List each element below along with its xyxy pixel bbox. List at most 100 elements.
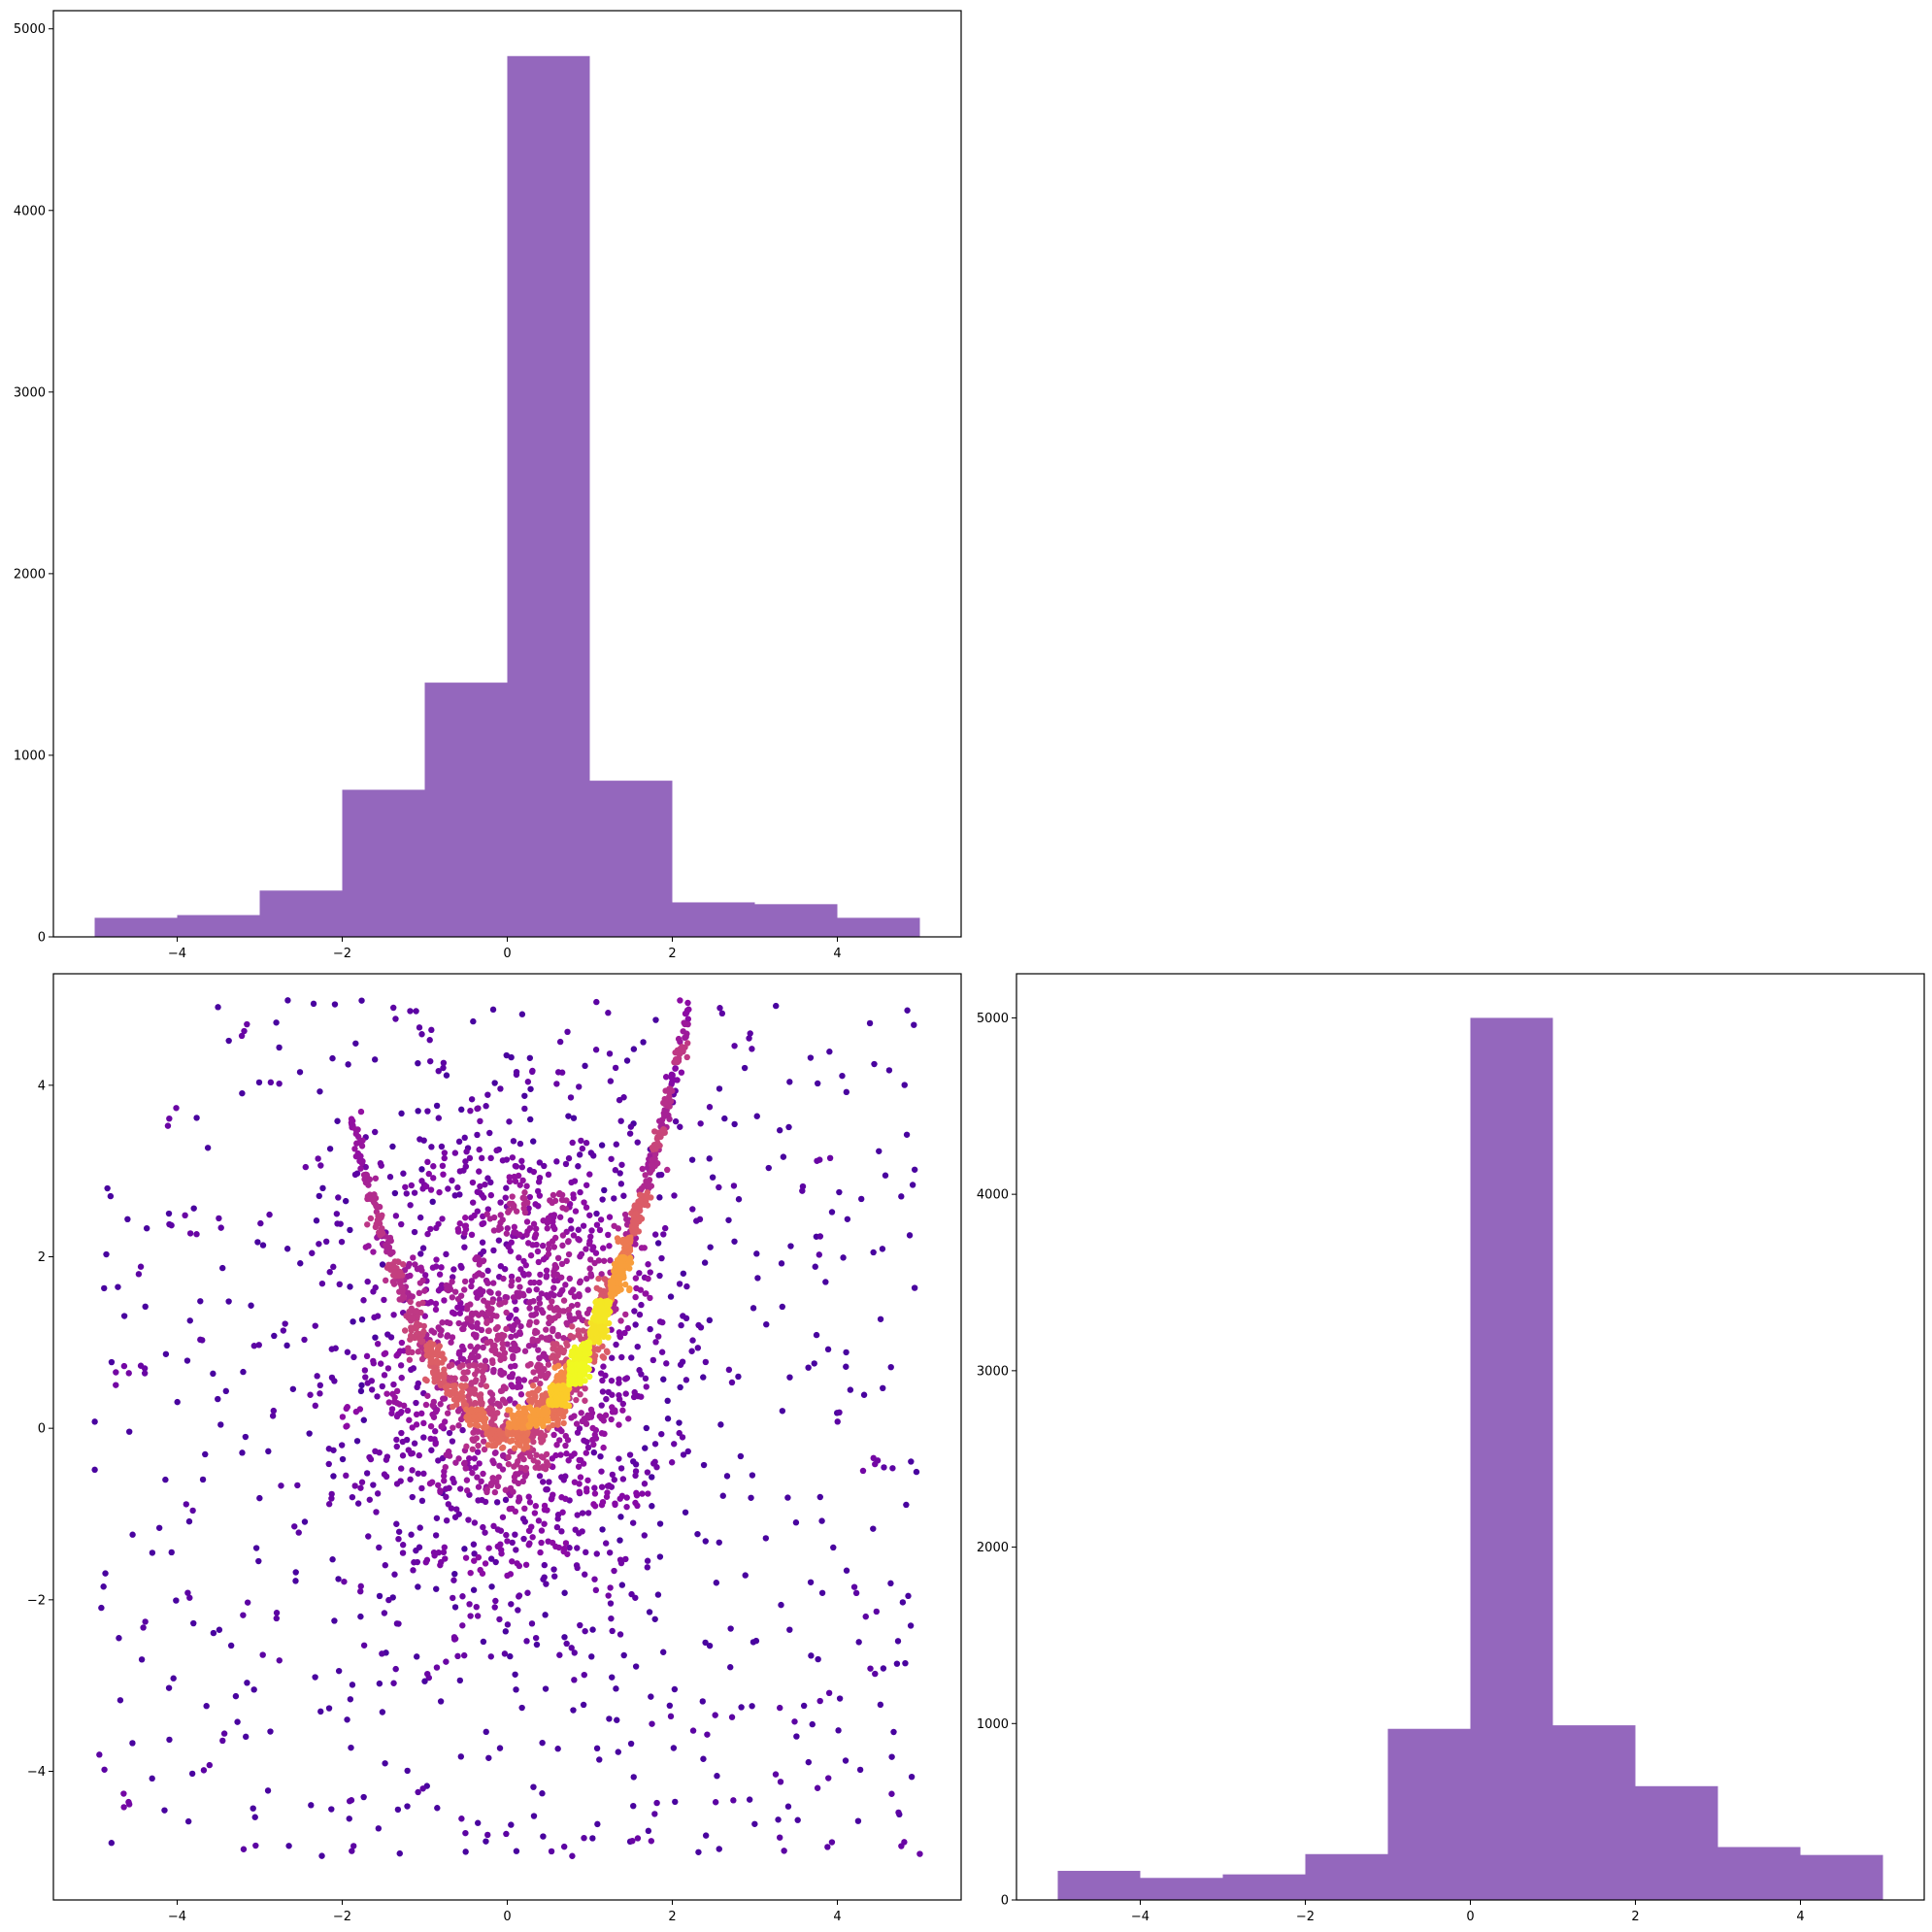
scatter-point (506, 1421, 513, 1428)
scatter-point (525, 1493, 532, 1500)
scatter-point (908, 1458, 915, 1465)
scatter-point (560, 1394, 567, 1402)
scatter-point (850, 1583, 858, 1590)
scatter-point (415, 1788, 421, 1796)
scatter-point (534, 1459, 542, 1466)
scatter-point (574, 1429, 582, 1436)
scatter-point (876, 1148, 883, 1154)
scatter-point (583, 1204, 590, 1211)
scatter-point (872, 1460, 879, 1468)
scatter-point (527, 1116, 534, 1123)
scatter-point (484, 1280, 491, 1286)
scatter-point (583, 1246, 589, 1252)
scatter-point (549, 1354, 555, 1361)
scatter-point (619, 1407, 626, 1414)
scatter-point (129, 1740, 136, 1747)
scatter-point (555, 1312, 562, 1319)
scatter-point (416, 1289, 423, 1297)
scatter-point (427, 1422, 435, 1430)
scatter-point (454, 1652, 461, 1660)
scatter-point (633, 1489, 640, 1497)
scatter-point (257, 1219, 264, 1227)
scatter-point (348, 1744, 354, 1751)
scatter-point (780, 1153, 787, 1160)
scatter-point (533, 1451, 540, 1458)
scatter-point (376, 1544, 383, 1551)
scatter-point (422, 1558, 429, 1566)
scatter-point (517, 1391, 525, 1398)
scatter-point (462, 1215, 469, 1221)
scatter-point (358, 997, 365, 1004)
scatter-point (420, 1470, 427, 1478)
scatter-point (584, 1444, 592, 1451)
scatter-point (411, 1189, 418, 1196)
scatter-point (784, 1803, 792, 1810)
scatter-point (477, 1394, 483, 1401)
scatter-point (591, 1503, 599, 1510)
scatter-point (599, 1196, 606, 1203)
scatter-point (667, 1293, 675, 1300)
scatter-point (496, 1462, 503, 1470)
scatter-point (547, 1197, 553, 1204)
scatter-point (190, 1205, 197, 1212)
scatter-point (463, 1443, 470, 1450)
scatter-point (639, 1165, 646, 1173)
scatter-point (532, 1376, 540, 1382)
scatter-point (385, 1237, 393, 1245)
scatter-point (486, 1129, 493, 1137)
scatter-point (649, 1720, 655, 1727)
scatter-point (458, 1388, 466, 1396)
scatter-point (541, 1561, 549, 1569)
scatter-point (603, 1493, 611, 1500)
scatter-point (916, 1850, 923, 1857)
scatter-point (491, 1604, 498, 1611)
scatter-point (503, 1184, 510, 1191)
scatter-point (390, 1004, 397, 1012)
scatter-point (328, 1495, 335, 1502)
scatter-point (467, 1301, 474, 1308)
scatter-point (352, 1040, 359, 1047)
scatter-point (613, 1341, 619, 1349)
scatter-point (660, 1376, 667, 1382)
scatter-point (480, 1410, 486, 1417)
scatter-point (479, 1399, 485, 1407)
scatter-point (659, 1318, 666, 1326)
scatter-point (415, 1059, 421, 1067)
histogram-x-ytick-label: 0 (38, 931, 46, 946)
scatter-point (498, 1387, 506, 1394)
scatter-point (558, 1069, 566, 1076)
scatter-point (504, 1621, 512, 1628)
scatter-point (270, 1407, 278, 1415)
scatter-point (478, 1478, 484, 1485)
scatter-point (589, 1424, 596, 1432)
scatter-point (611, 1567, 617, 1575)
scatter-point (583, 1275, 590, 1282)
scatter-point (495, 1226, 502, 1233)
scatter-point (623, 1243, 630, 1250)
scatter-point (816, 1251, 823, 1258)
histogram-y-frame (1016, 973, 1925, 1901)
scatter-point (126, 1428, 133, 1435)
scatter-point (296, 1069, 304, 1076)
scatter-point (469, 1436, 476, 1443)
scatter-point (525, 1449, 533, 1456)
scatter-point (559, 1509, 566, 1516)
scatter-point (586, 1212, 593, 1218)
scatter-point (444, 1285, 450, 1293)
scatter-point (341, 1578, 348, 1585)
scatter-point (539, 1411, 546, 1418)
scatter-point (538, 1527, 546, 1534)
scatter-point (397, 1362, 405, 1369)
scatter-point (430, 1398, 438, 1406)
scatter-point (489, 1006, 497, 1014)
scatter-point (578, 1137, 584, 1145)
scatter-point (141, 1370, 149, 1377)
scatter-point (479, 1239, 486, 1246)
scatter-point (273, 1019, 280, 1026)
scatter-point (336, 1281, 343, 1288)
scatter-point (670, 1745, 678, 1751)
scatter-point (730, 1797, 737, 1804)
scatter-point (351, 1146, 358, 1152)
scatter-point (435, 1115, 443, 1121)
